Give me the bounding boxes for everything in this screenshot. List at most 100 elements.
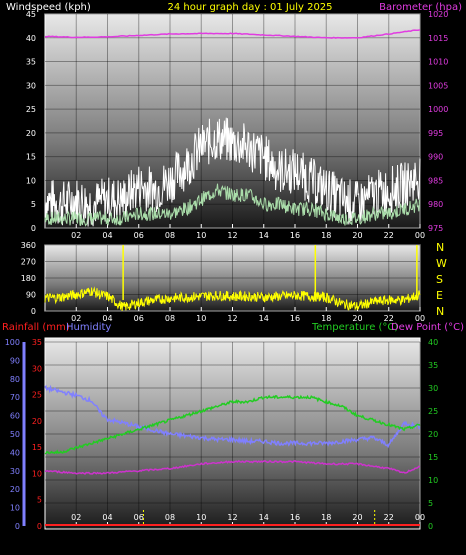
direction-x-tick-label: 12 xyxy=(227,314,237,323)
temperature-x-tick-label: 12 xyxy=(227,513,237,522)
humidity-y-tick-label: 20 xyxy=(10,485,20,494)
temperature-y-tick-label: 20 xyxy=(428,430,438,439)
wind-y-tick-label: 40 xyxy=(26,34,36,43)
rainfall-y-tick-label: 10 xyxy=(32,469,42,478)
wind-y-tick-label: 0 xyxy=(31,224,36,233)
temperature-line xyxy=(44,394,421,455)
direction-x-tick-label: 02 xyxy=(71,314,81,323)
dewpoint-axis-title: Dew Point (°C) xyxy=(391,322,464,333)
humidity-y-tick-label: 70 xyxy=(10,393,20,402)
wind-x-tick-label: 16 xyxy=(290,231,300,240)
gust-line xyxy=(44,117,421,227)
barometer-y-tick-label: 1020 xyxy=(428,10,448,19)
compass-label: W xyxy=(436,257,447,270)
wind-x-tick-label: 08 xyxy=(165,231,175,240)
humidity-y-tick-label: 10 xyxy=(10,504,20,513)
chart-date-title: 24 hour graph day : 01 July 2025 xyxy=(167,2,332,13)
direction-y-tick-label: 270 xyxy=(21,258,36,267)
rainfall-y-tick-label: 0 xyxy=(37,522,42,531)
humidity-axis-title: Humidity xyxy=(66,322,111,333)
barometer-y-tick-label: 990 xyxy=(428,153,443,162)
rainfall-y-tick-label: 25 xyxy=(32,391,42,400)
temperature-x-tick-label: 22 xyxy=(384,513,394,522)
dew-point-line xyxy=(44,459,421,475)
humidity-y-tick-label: 0 xyxy=(15,522,20,531)
direction-x-tick-label: 06 xyxy=(134,314,144,323)
temperature-x-tick-label: 16 xyxy=(290,513,300,522)
barometer-y-tick-label: 980 xyxy=(428,200,443,209)
temperature-x-tick-label: 00 xyxy=(415,513,425,522)
temperature-y-tick-label: 30 xyxy=(428,384,438,393)
temperature-y-tick-label: 10 xyxy=(428,476,438,485)
barometer-axis-title: Barometer (hpa) xyxy=(379,2,462,13)
temperature-x-tick-label: 10 xyxy=(196,513,206,522)
direction-x-tick-label: 22 xyxy=(384,314,394,323)
temperature-y-tick-label: 40 xyxy=(428,338,438,347)
wind-direction-spikes xyxy=(122,245,418,300)
rainfall-y-tick-label: 20 xyxy=(32,417,42,426)
humidity-y-tick-label: 40 xyxy=(10,448,20,457)
rainfall-y-tick-label: 30 xyxy=(32,364,42,373)
wind-x-tick-label: 04 xyxy=(102,231,112,240)
wind-y-tick-label: 5 xyxy=(31,200,36,209)
direction-y-tick-label: 360 xyxy=(21,241,36,250)
wind-x-tick-label: 06 xyxy=(134,231,144,240)
wind-x-tick-label: 14 xyxy=(259,231,269,240)
wind-x-tick-label: 22 xyxy=(384,231,394,240)
direction-y-tick-label: 90 xyxy=(26,291,36,300)
direction-y-tick-label: 0 xyxy=(31,307,36,316)
rainfall-y-tick-label: 15 xyxy=(32,443,42,452)
temperature-x-tick-label: 14 xyxy=(259,513,269,522)
barometer-y-tick-label: 1000 xyxy=(428,105,448,114)
direction-x-tick-label: 08 xyxy=(165,314,175,323)
temperature-x-tick-label: 02 xyxy=(71,513,81,522)
barometer-y-tick-label: 995 xyxy=(428,129,443,138)
temperature-x-tick-label: 06 xyxy=(134,513,144,522)
temperature-y-tick-label: 15 xyxy=(428,453,438,462)
temperature-x-tick-label: 20 xyxy=(352,513,362,522)
wind-y-tick-label: 10 xyxy=(26,176,36,185)
barometer-y-tick-label: 1015 xyxy=(428,34,448,43)
direction-x-tick-label: 14 xyxy=(259,314,269,323)
temperature-x-tick-label: 18 xyxy=(321,513,331,522)
barometer-y-tick-label: 1010 xyxy=(428,58,448,67)
temperature-y-tick-label: 35 xyxy=(428,361,438,370)
wind-axis-title: Windspeed (kph) xyxy=(6,2,91,13)
barometer-y-tick-label: 985 xyxy=(428,176,443,185)
compass-label: S xyxy=(436,273,443,286)
compass-label: N xyxy=(436,305,444,318)
wind-x-tick-label: 02 xyxy=(71,231,81,240)
temperature-y-tick-label: 25 xyxy=(428,407,438,416)
humidity-y-tick-label: 60 xyxy=(10,412,20,421)
direction-x-tick-label: 00 xyxy=(415,314,425,323)
wind-x-tick-label: 12 xyxy=(227,231,237,240)
wind-y-tick-label: 45 xyxy=(26,10,36,19)
wind-x-tick-label: 18 xyxy=(321,231,331,240)
humidity-y-tick-label: 30 xyxy=(10,467,20,476)
wind-y-tick-label: 20 xyxy=(26,129,36,138)
humidity-y-tick-label: 90 xyxy=(10,356,20,365)
direction-x-tick-label: 10 xyxy=(196,314,206,323)
temperature-axis-title: Temperature (°C) xyxy=(311,322,398,333)
temperature-x-tick-label: 04 xyxy=(102,513,112,522)
wind-y-tick-label: 30 xyxy=(26,81,36,90)
rainfall-y-tick-label: 5 xyxy=(37,496,42,505)
humidity-y-tick-label: 100 xyxy=(5,338,20,347)
wind-x-tick-label: 10 xyxy=(196,231,206,240)
temperature-y-tick-label: 0 xyxy=(428,522,433,531)
wind-x-tick-label: 00 xyxy=(415,231,425,240)
humidity-y-tick-label: 80 xyxy=(10,375,20,384)
humidity-line xyxy=(44,384,421,449)
direction-x-tick-label: 18 xyxy=(321,314,331,323)
direction-x-tick-label: 16 xyxy=(290,314,300,323)
direction-y-tick-label: 180 xyxy=(21,274,36,283)
direction-x-tick-label: 20 xyxy=(352,314,362,323)
wind-x-tick-label: 20 xyxy=(352,231,362,240)
temperature-y-tick-label: 5 xyxy=(428,499,433,508)
direction-x-tick-label: 04 xyxy=(102,314,112,323)
humidity-y-tick-label: 50 xyxy=(10,430,20,439)
barometer-y-tick-label: 1005 xyxy=(428,81,448,90)
rainfall-y-tick-label: 35 xyxy=(32,338,42,347)
barometer-y-tick-label: 975 xyxy=(428,224,443,233)
